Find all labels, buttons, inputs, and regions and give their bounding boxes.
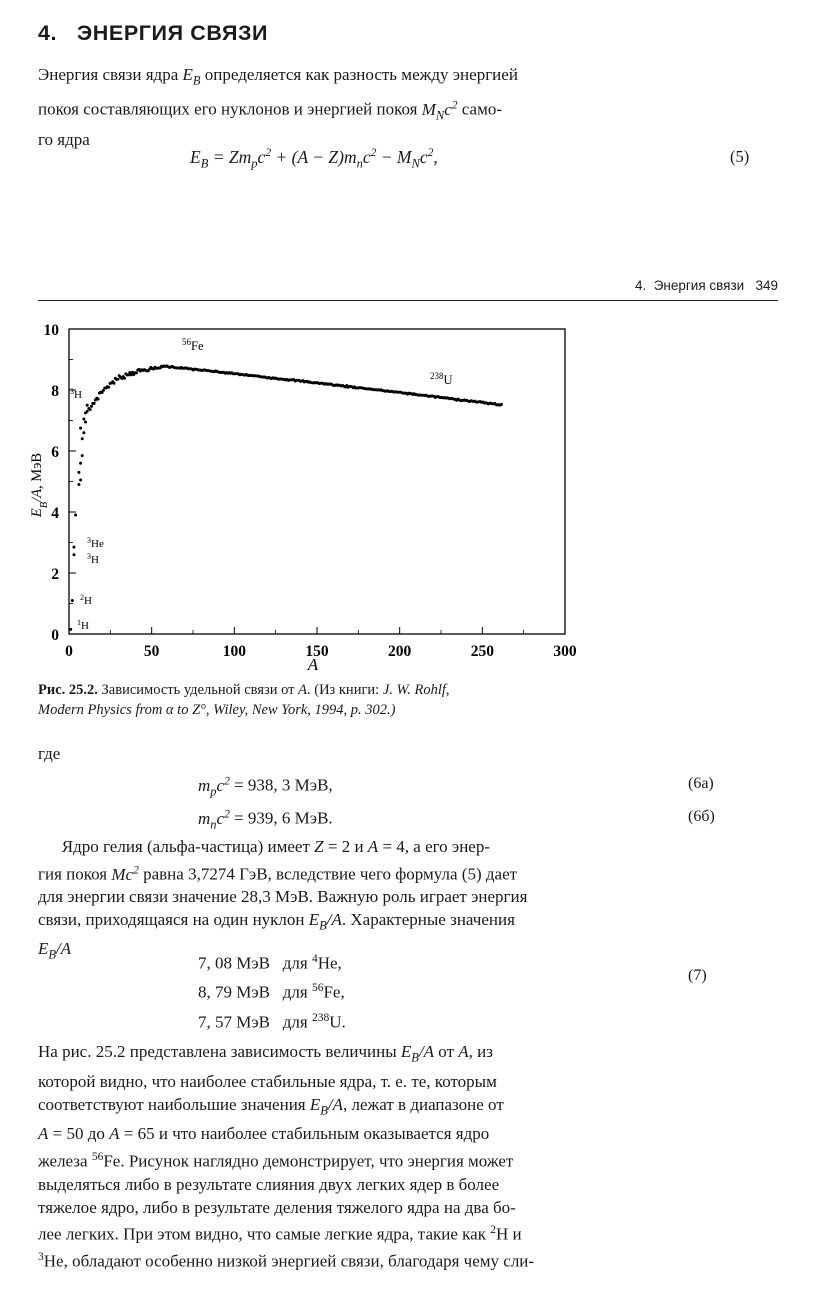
svg-text:6: 6	[51, 444, 59, 461]
svg-text:100: 100	[223, 643, 247, 660]
svg-text:3He: 3He	[87, 536, 104, 551]
svg-text:2: 2	[51, 566, 59, 583]
svg-text:0: 0	[51, 627, 59, 644]
svg-text:3H: 3H	[87, 552, 99, 567]
svg-text:4: 4	[51, 505, 59, 522]
svg-text:238U: 238U	[430, 371, 453, 387]
svg-text:10: 10	[44, 322, 60, 339]
svg-text:200: 200	[388, 643, 412, 660]
svg-text:56Fe: 56Fe	[182, 337, 204, 353]
svg-text:8: 8	[51, 383, 59, 400]
svg-text:0: 0	[65, 643, 73, 660]
svg-text:300: 300	[553, 643, 577, 660]
svg-text:A: A	[307, 655, 319, 674]
svg-text:EB/A, МэВ: EB/A, МэВ	[29, 453, 50, 518]
svg-text:50: 50	[144, 643, 160, 660]
svg-text:250: 250	[471, 643, 495, 660]
svg-text:3H: 3H	[70, 387, 82, 402]
svg-text:1H: 1H	[77, 618, 89, 633]
svg-text:2H: 2H	[80, 593, 92, 608]
